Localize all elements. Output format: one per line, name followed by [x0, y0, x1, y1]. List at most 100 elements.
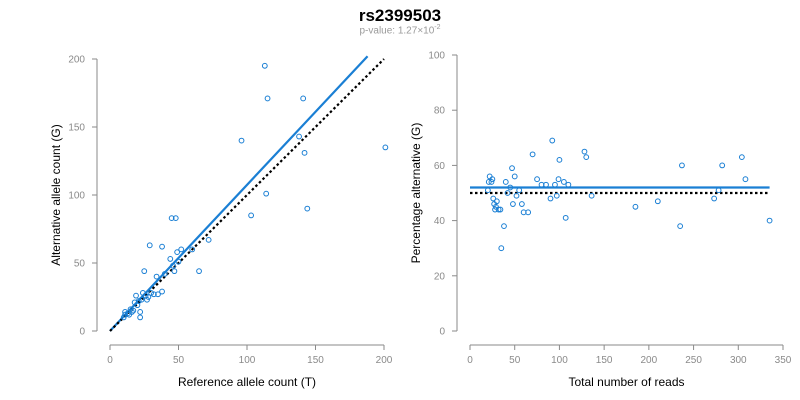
right-x-tick-label: 0 — [467, 355, 473, 366]
right-y-tick-label: 40 — [434, 216, 446, 227]
right-data-point — [484, 187, 491, 194]
right-data-point — [534, 176, 540, 183]
left-data-point — [205, 236, 212, 243]
left-data-point — [127, 306, 134, 313]
chart-subtitle: p-value: 1.27×10-2 — [0, 24, 800, 36]
left-data-point — [155, 291, 161, 298]
right-data-point — [553, 192, 560, 199]
right-x-tick-label: 100 — [551, 355, 568, 366]
right-data-point — [583, 154, 590, 161]
p-value-times: ×10 — [417, 25, 435, 37]
right-data-point — [715, 187, 722, 194]
p-value-exponent: -2 — [434, 24, 441, 31]
left-data-point — [138, 296, 145, 303]
right-y-tick-label: 100 — [428, 51, 445, 62]
left-data-point — [144, 296, 150, 303]
right-data-point — [581, 148, 588, 155]
right-data-point — [543, 181, 549, 188]
right-data-point — [549, 137, 556, 144]
right-x-tick-label: 200 — [641, 355, 658, 366]
right-data-point — [552, 181, 558, 188]
left-fit-line — [109, 55, 369, 332]
left-data-point — [168, 215, 175, 222]
left-y-tick-label: 150 — [68, 123, 85, 134]
right-data-point — [738, 154, 745, 161]
left-y-tick-label: 100 — [68, 191, 85, 202]
left-data-point — [133, 292, 139, 299]
right-data-point — [654, 198, 661, 205]
p-value-text: p-value: 1.27 — [359, 25, 418, 37]
left-data-point — [130, 307, 137, 314]
right-data-point — [510, 201, 516, 207]
left-data-point — [159, 288, 165, 295]
right-data-point — [719, 162, 726, 169]
left-y-tick-label: 200 — [68, 55, 85, 66]
right-data-point — [565, 181, 572, 188]
left-x-tick-label: 50 — [173, 355, 185, 366]
left-data-point — [196, 268, 202, 275]
right-data-point — [742, 176, 749, 183]
right-y-tick-label: 20 — [434, 271, 446, 282]
left-data-point — [300, 95, 307, 102]
left-y-tick-label: 50 — [74, 259, 86, 270]
right-data-point — [679, 162, 685, 169]
right-data-point — [555, 176, 562, 183]
right-data-point — [547, 195, 554, 202]
right-data-point — [490, 195, 497, 202]
left-data-point — [150, 291, 157, 298]
left-data-point — [161, 270, 168, 277]
left-scatter-plot: 0 50 100 150 200 0 50 100 150 200 Reference allele… — [49, 55, 393, 390]
left-data-point — [261, 62, 268, 69]
right-data-point — [507, 184, 514, 191]
right-x-tick-label: 250 — [685, 355, 702, 366]
right-data-point — [556, 156, 563, 163]
left-data-point — [301, 149, 308, 156]
right-x-tick-label: 350 — [775, 355, 792, 366]
left-data-point — [122, 309, 128, 315]
right-data-point — [489, 176, 496, 183]
left-data-point — [137, 314, 144, 321]
left-x-tick-label: 150 — [307, 355, 324, 366]
left-data-point — [135, 298, 142, 304]
right-y-tick-label: 60 — [434, 161, 446, 172]
right-data-point — [711, 195, 718, 202]
right-data-point — [511, 173, 518, 180]
right-data-point — [497, 206, 504, 213]
left-data-point — [175, 258, 182, 265]
right-data-point — [502, 179, 509, 185]
right-data-point — [488, 179, 495, 185]
left-data-point — [129, 309, 135, 315]
right-data-point — [529, 151, 536, 158]
left-data-point — [159, 243, 165, 250]
right-data-point — [495, 206, 502, 213]
left-data-point — [137, 309, 144, 315]
left-data-point — [171, 268, 178, 275]
right-x-tick-label: 50 — [509, 355, 521, 366]
left-x-tick-label: 100 — [239, 355, 256, 366]
left-x-axis-title: Reference allele count (T) — [178, 375, 316, 389]
right-data-point — [493, 198, 500, 205]
left-data-point — [170, 262, 176, 269]
left-data-point — [264, 95, 271, 102]
right-data-point — [504, 190, 511, 196]
right-data-point — [509, 165, 515, 172]
left-data-point — [263, 190, 270, 197]
right-data-point — [501, 223, 507, 230]
right-x-axis-title: Total number of reads — [568, 375, 684, 389]
left-data-point — [141, 268, 148, 275]
right-data-point — [492, 206, 498, 213]
left-data-point — [304, 205, 311, 212]
right-data-point — [562, 214, 569, 221]
left-data-point — [167, 256, 174, 262]
left-data-point — [248, 212, 255, 219]
right-data-point — [677, 223, 684, 230]
right-y-tick-label: 80 — [434, 106, 446, 117]
left-y-axis-title: Alternative allele count (G) — [49, 124, 63, 265]
left-y-tick-label: 0 — [79, 327, 85, 338]
right-data-point — [513, 192, 520, 199]
right-data-point — [485, 179, 492, 185]
right-data-point — [766, 217, 773, 224]
chart-title: rs2399503 — [358, 6, 442, 25]
